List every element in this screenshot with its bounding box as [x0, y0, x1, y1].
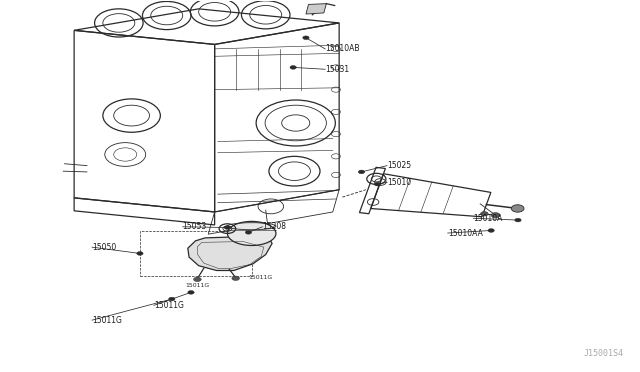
Circle shape: [169, 297, 175, 301]
Text: 15011G: 15011G: [154, 301, 184, 310]
Circle shape: [488, 229, 494, 232]
Text: 15208: 15208: [262, 222, 287, 231]
Text: 15011G: 15011G: [248, 275, 273, 280]
Circle shape: [245, 231, 252, 234]
Circle shape: [232, 276, 239, 280]
Circle shape: [491, 213, 500, 218]
Text: 15010: 15010: [387, 178, 411, 187]
Circle shape: [303, 36, 309, 39]
Text: 15010A: 15010A: [473, 214, 502, 223]
Text: 15011G: 15011G: [185, 283, 209, 288]
Text: 15010AA: 15010AA: [448, 228, 483, 238]
Circle shape: [511, 205, 524, 212]
Circle shape: [374, 182, 381, 186]
Circle shape: [358, 170, 365, 174]
Circle shape: [224, 226, 230, 230]
Circle shape: [137, 251, 143, 255]
Text: 15031: 15031: [325, 65, 349, 74]
Circle shape: [290, 65, 296, 69]
Polygon shape: [306, 4, 326, 14]
Circle shape: [188, 291, 194, 294]
Ellipse shape: [227, 221, 276, 246]
Circle shape: [193, 277, 201, 282]
Circle shape: [481, 212, 488, 216]
Text: 15053: 15053: [182, 222, 207, 231]
Text: 15010AB: 15010AB: [325, 44, 360, 53]
Polygon shape: [188, 237, 272, 270]
Text: J15001S4: J15001S4: [583, 349, 623, 358]
Text: 15025: 15025: [387, 161, 411, 170]
Text: 15050: 15050: [92, 243, 116, 251]
Circle shape: [515, 218, 521, 222]
Text: 15011G: 15011G: [92, 316, 122, 325]
